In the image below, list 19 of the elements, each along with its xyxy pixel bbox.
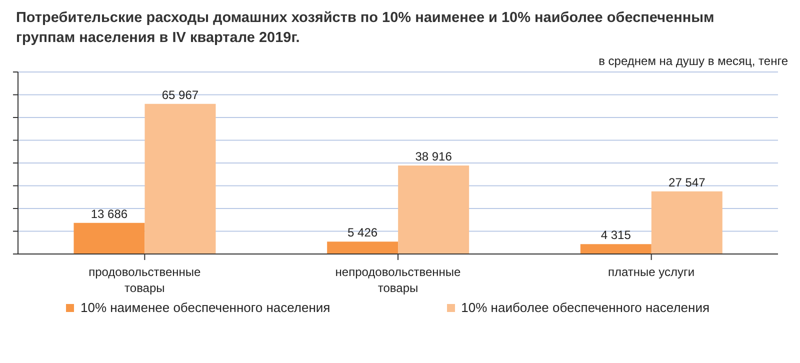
x-tick-label: продовольственные товары: [88, 265, 202, 295]
bar: [74, 222, 145, 254]
bar: [398, 165, 470, 254]
data-label: 4 315: [600, 228, 632, 242]
data-label: 27 547: [668, 175, 706, 190]
data-label: 38 916: [415, 149, 452, 164]
bar: [144, 104, 216, 254]
x-tick-label: непродовольственные товары: [335, 265, 462, 295]
chart-title: Потребительские расходы домашних хозяйств по 10% наименее и 10% наиболее обеспеченным группам населения в IV квартале 2019г.: [15, 9, 716, 48]
legend-label: 10% наиболее обеспеченного населения: [461, 300, 710, 315]
bar: [651, 191, 722, 254]
text: в среднем на душу в месяц, тенге: [598, 54, 789, 68]
data-label: 13 686: [90, 206, 128, 221]
legend-label: 10% наименее обеспеченного населения: [80, 300, 330, 315]
x-tick-label: платные услуги: [608, 265, 695, 279]
bar: [580, 244, 652, 254]
data-label: 65 967: [162, 88, 199, 102]
bar: [327, 242, 398, 254]
data-label: 5 426: [348, 226, 378, 240]
